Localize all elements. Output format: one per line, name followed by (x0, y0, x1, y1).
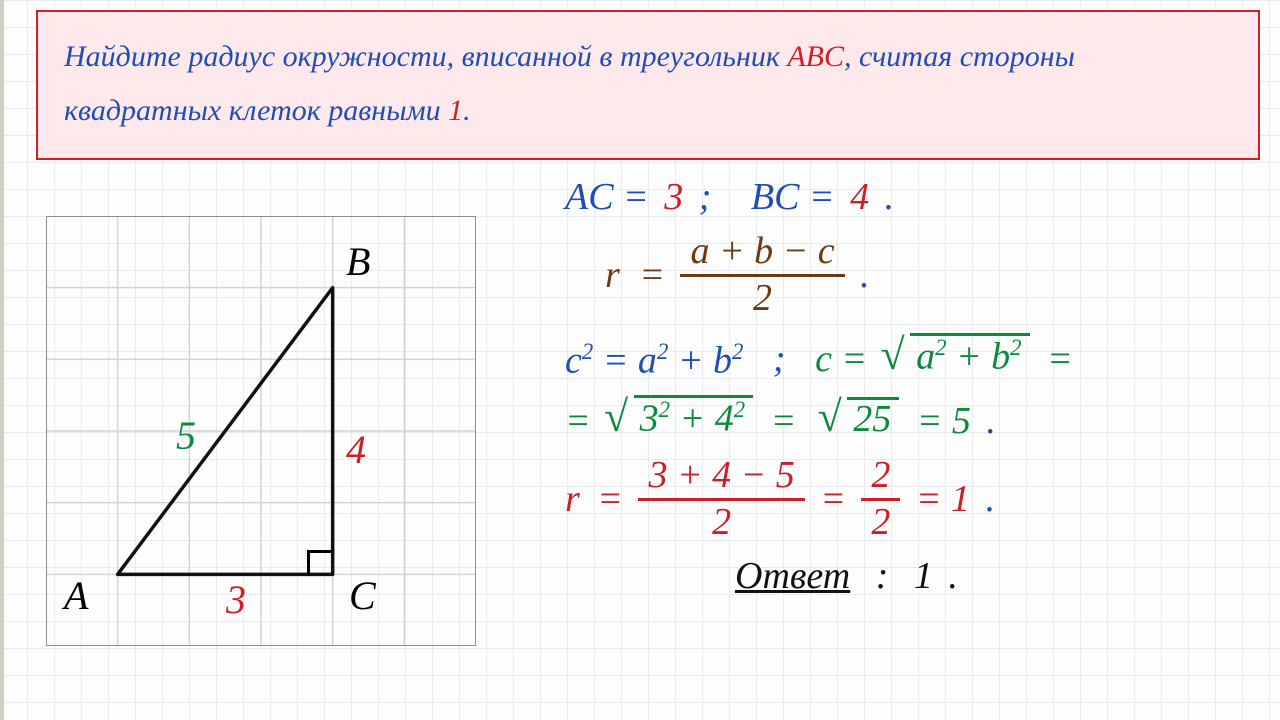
line-hypotenuse: = 32 + 42 = 25 = 5 . (565, 395, 1260, 442)
eq-r: = (597, 480, 623, 520)
frac-den: 2 (680, 274, 844, 319)
answer-colon: : (876, 555, 889, 597)
dot1: . (885, 178, 895, 218)
dot4: . (986, 402, 996, 442)
line-pythagoras: c2 = a2 + b2 ; c = a2 + b2 = (565, 333, 1260, 381)
answer-label: Ответ (735, 555, 850, 597)
radicand-34: 32 + 42 (634, 395, 753, 440)
eq-5: = 5 (917, 402, 971, 442)
r-sym-2: r (565, 480, 580, 520)
dot5: . (986, 480, 996, 520)
sqrt-3-4: 32 + 42 (600, 395, 753, 441)
problem-text-3: . (463, 94, 471, 127)
triangle-name: ABC (787, 40, 844, 73)
eq-cont: = (1047, 340, 1073, 380)
frac-num: a + b − c (680, 232, 844, 274)
sqrt-25: 25 (814, 395, 899, 441)
right-angle-marker (307, 550, 333, 576)
sep2: ; (773, 340, 786, 380)
line-result-r: r = 3 + 4 − 5 2 = 2 2 = 1 . (565, 456, 1260, 543)
triangle-figure: A B C 5 4 3 (46, 216, 476, 646)
vertex-b-label: B (346, 238, 370, 285)
bc-lhs: BC = (751, 178, 835, 218)
answer-dot: . (948, 555, 958, 597)
eq-1: = (639, 256, 665, 296)
frac-abc: a + b − c 2 (680, 232, 844, 319)
frac-22: 2 2 (861, 456, 900, 543)
sqrt-ab: a2 + b2 (877, 333, 1030, 379)
radicand-ab: a2 + b2 (910, 333, 1029, 378)
side-ac-label: 3 (226, 576, 246, 623)
ac-val: 3 (664, 178, 683, 218)
answer-value: 1 (914, 555, 933, 597)
c-eq: c = (815, 340, 867, 380)
math-working: AC = 3 ; BC = 4 . r = a + b − c 2 . c2 =… (565, 176, 1260, 611)
ac-lhs: AC = (565, 178, 649, 218)
c-sq: c2 = a2 + b2 (565, 340, 743, 382)
figure-svg (46, 216, 476, 646)
sep1: ; (699, 178, 712, 218)
eq-22: = (820, 480, 846, 520)
problem-text-1: Найдите радиус окружности, вписанной в т… (64, 40, 787, 73)
radicand-25: 25 (847, 397, 899, 440)
line-given: AC = 3 ; BC = 4 . (565, 176, 1260, 218)
frac-345: 3 + 4 − 5 2 (638, 456, 804, 543)
vertex-c-label: C (349, 572, 376, 619)
lead-eq: = (565, 402, 591, 442)
r-sym: r (605, 256, 620, 296)
unit-value: 1 (448, 94, 463, 127)
dot2: . (860, 256, 870, 296)
line-answer: Ответ : 1 . (735, 557, 1260, 597)
eq-1: = 1 (916, 480, 970, 520)
problem-statement: Найдите радиус окружности, вписанной в т… (36, 10, 1260, 160)
line-formula-r: r = a + b − c 2 . (565, 232, 1260, 319)
bc-val: 4 (850, 178, 869, 218)
side-bc-label: 4 (346, 426, 366, 473)
work-area: A B C 5 4 3 AC = 3 ; BC = 4 . r = a + b … (0, 170, 1280, 720)
vertex-a-label: A (64, 572, 88, 619)
side-ab-label: 5 (176, 412, 196, 459)
eq-25: = (771, 402, 797, 442)
